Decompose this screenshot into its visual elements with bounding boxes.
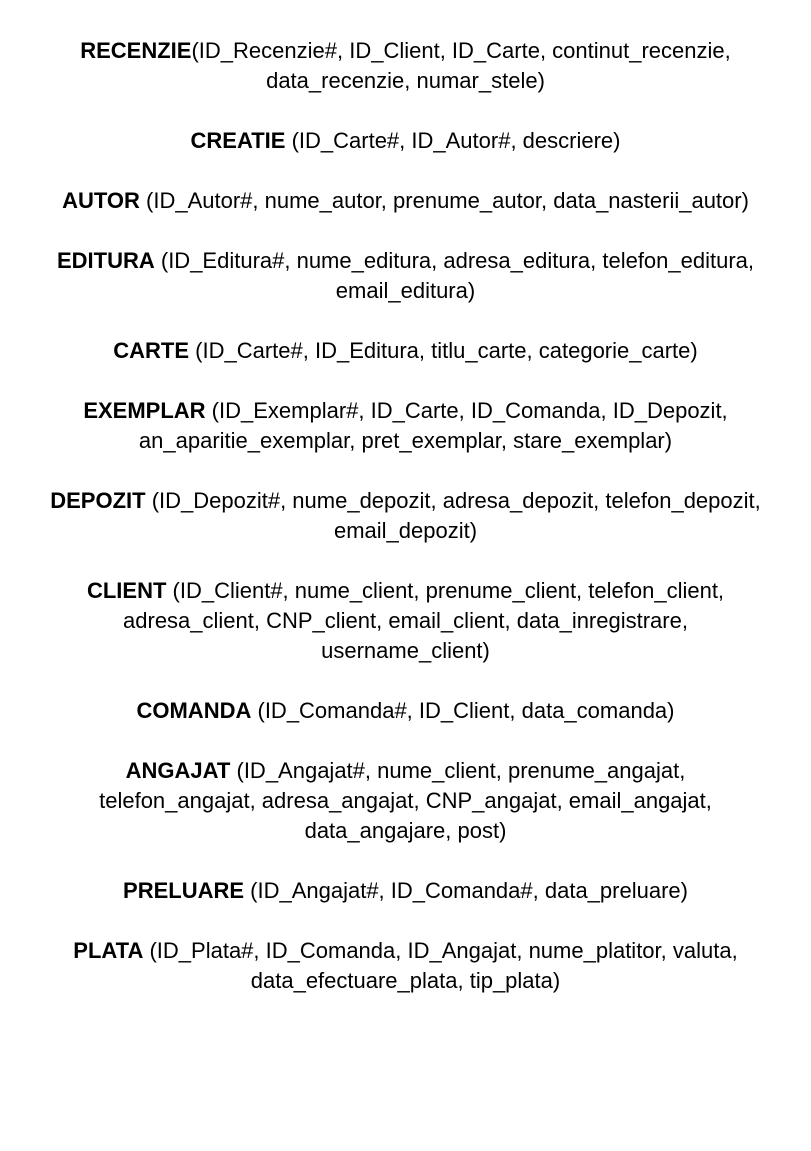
relation-name: PLATA <box>73 938 144 963</box>
relation-attributes: (ID_Carte#, ID_Autor#, descriere) <box>285 128 621 153</box>
relation-carte: CARTE (ID_Carte#, ID_Editura, titlu_cart… <box>0 336 811 366</box>
relation-attributes: (ID_Client#, nume_client, prenume_client… <box>123 578 725 663</box>
relation-attributes: (ID_Comanda#, ID_Client, data_comanda) <box>251 698 675 723</box>
relation-exemplar: EXEMPLAR (ID_Exemplar#, ID_Carte, ID_Com… <box>0 396 811 456</box>
relation-attributes: (ID_Depozit#, nume_depozit, adresa_depoz… <box>151 488 761 543</box>
relation-attributes: (ID_Carte#, ID_Editura, titlu_carte, cat… <box>189 338 698 363</box>
relation-name: EDITURA <box>56 248 155 273</box>
relation-name: PRELUARE <box>123 878 245 903</box>
relation-client: CLIENT (ID_Client#, nume_client, prenume… <box>0 576 811 666</box>
relation-name: CREATIE <box>190 128 286 153</box>
relation-name: RECENZIE <box>80 38 192 63</box>
relation-preluare: PRELUARE (ID_Angajat#, ID_Comanda#, data… <box>0 876 811 906</box>
relation-depozit: DEPOZIT (ID_Depozit#, nume_depozit, adre… <box>0 486 811 546</box>
relation-attributes: (ID_Editura#, nume_editura, adresa_editu… <box>160 248 755 303</box>
relation-name: EXEMPLAR <box>83 398 206 423</box>
relation-attributes: (ID_Angajat#, nume_client, prenume_angaj… <box>99 758 712 843</box>
relation-attributes: (ID_Plata#, ID_Comanda, ID_Angajat, nume… <box>149 938 738 993</box>
relation-plata: PLATA (ID_Plata#, ID_Comanda, ID_Angajat… <box>0 936 811 996</box>
relation-name: DEPOZIT <box>50 488 146 513</box>
relation-creatie: CREATIE (ID_Carte#, ID_Autor#, descriere… <box>0 126 811 156</box>
relation-attributes: (ID_Autor#, nume_autor, prenume_autor, d… <box>139 188 749 213</box>
relation-name: COMANDA <box>136 698 252 723</box>
relation-attributes: (ID_Angajat#, ID_Comanda#, data_preluare… <box>244 878 688 903</box>
relation-name: AUTOR <box>62 188 140 213</box>
relation-angajat: ANGAJAT (ID_Angajat#, nume_client, prenu… <box>0 756 811 846</box>
relation-name: CARTE <box>113 338 190 363</box>
relation-name: CLIENT <box>86 578 167 603</box>
relation-autor: AUTOR (ID_Autor#, nume_autor, prenume_au… <box>0 186 811 216</box>
relational-schema-list: RECENZIE(ID_Recenzie#, ID_Client, ID_Car… <box>0 36 811 996</box>
relation-recenzie: RECENZIE(ID_Recenzie#, ID_Client, ID_Car… <box>0 36 811 96</box>
relation-comanda: COMANDA (ID_Comanda#, ID_Client, data_co… <box>0 696 811 726</box>
relation-attributes: (ID_Recenzie#, ID_Client, ID_Carte, cont… <box>191 38 731 93</box>
relation-editura: EDITURA (ID_Editura#, nume_editura, adre… <box>0 246 811 306</box>
relation-attributes: (ID_Exemplar#, ID_Carte, ID_Comanda, ID_… <box>138 398 728 453</box>
relation-name: ANGAJAT <box>125 758 231 783</box>
